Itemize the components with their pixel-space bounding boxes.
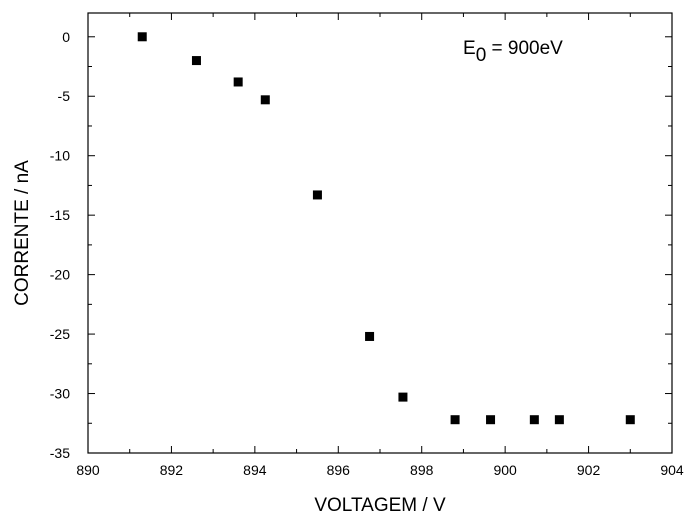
x-tick-label: 900 xyxy=(493,462,517,478)
y-axis-title: CORRENTE / nA xyxy=(12,160,33,306)
data-points xyxy=(137,32,635,425)
x-tick-label: 902 xyxy=(577,462,601,478)
x-tick-label: 904 xyxy=(660,462,684,478)
y-tick-label: -25 xyxy=(50,326,70,342)
y-tick-label: -15 xyxy=(50,207,70,223)
axis-tick-labels: 890 892 894 896 898 900 902 904 0 -5 -10 -15 -20 -25 -… xyxy=(50,29,684,478)
y-tick-label: -20 xyxy=(50,267,70,283)
data-point xyxy=(450,415,460,425)
annotation-main: E xyxy=(463,38,476,59)
x-tick-label: 890 xyxy=(76,462,100,478)
data-point xyxy=(486,415,496,425)
data-point xyxy=(137,32,147,42)
y-tick-label: 0 xyxy=(62,29,70,45)
plot-frame xyxy=(87,12,673,454)
y-tick-label: -30 xyxy=(50,386,70,402)
annotation-rest: = 900eV xyxy=(486,38,563,59)
y-tick-label: -5 xyxy=(58,88,71,104)
y-tick-label: -35 xyxy=(50,445,70,461)
data-point xyxy=(312,190,322,200)
x-tick-label: 894 xyxy=(243,462,267,478)
x-tick-label: 896 xyxy=(327,462,351,478)
energy-annotation: E0 = 900eV xyxy=(463,38,563,66)
data-point xyxy=(529,415,539,425)
data-point xyxy=(625,415,635,425)
data-point xyxy=(365,331,375,341)
x-tick-label: 892 xyxy=(160,462,184,478)
data-point xyxy=(398,392,408,402)
data-point xyxy=(233,77,243,87)
axis-ticks xyxy=(87,13,673,454)
x-tick-label: 898 xyxy=(410,462,434,478)
data-point xyxy=(260,95,270,105)
annotation-subscript: 0 xyxy=(476,45,487,66)
y-tick-label: -10 xyxy=(50,148,70,164)
data-point xyxy=(191,56,201,66)
data-point xyxy=(554,415,564,425)
x-axis-title: VOLTAGEM / V xyxy=(314,495,446,516)
